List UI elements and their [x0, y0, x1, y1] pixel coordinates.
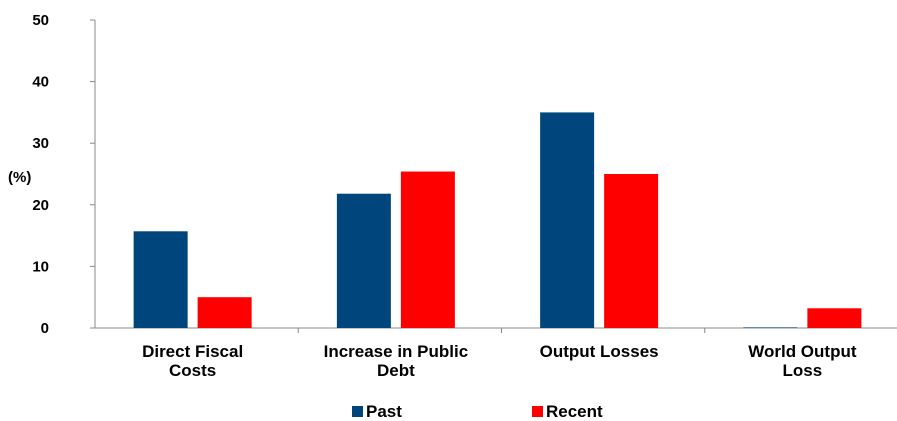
y-tick-label: 0: [41, 320, 49, 337]
bar-past-2: [540, 112, 595, 329]
y-tick-label: 30: [32, 135, 49, 152]
bars: [133, 112, 862, 329]
y-tick-label: 20: [32, 197, 49, 214]
category-label-line: Costs: [169, 361, 216, 380]
category-label: Increase in Public Debt: [324, 342, 469, 380]
bar-past-1: [336, 193, 391, 328]
category-label-line: Output Losses: [540, 342, 659, 361]
category-label: World Output Loss: [748, 342, 857, 380]
y-axis-ticks: 0 10 20 30 40 50: [32, 12, 95, 337]
bar-recent-0: [197, 297, 252, 328]
legend-label-past: Past: [366, 402, 402, 421]
category-labels: Direct Fiscal Costs Increase in Public Debt…: [142, 342, 857, 380]
y-tick-label: 50: [32, 12, 49, 29]
bar-past-3: [743, 327, 798, 328]
legend-swatch-recent: [532, 406, 543, 417]
legend-swatch-past: [352, 406, 363, 417]
bar-recent-1: [400, 171, 455, 328]
y-axis-label: (%): [8, 169, 31, 186]
bar-recent-3: [807, 308, 862, 328]
category-label: Output Losses: [540, 342, 659, 361]
category-label-line: Loss: [783, 361, 823, 380]
y-tick-label: 40: [32, 74, 49, 91]
category-label-line: Direct Fiscal: [142, 342, 243, 361]
category-label-line: Debt: [377, 361, 415, 380]
legend-label-recent: Recent: [546, 402, 603, 421]
bar-past-0: [133, 231, 188, 328]
legend: Past Recent: [352, 402, 603, 421]
y-tick-label: 10: [32, 258, 49, 275]
x-axis-tick-marks: [297, 328, 706, 333]
category-label: Direct Fiscal Costs: [142, 342, 243, 380]
category-label-line: World Output: [748, 342, 857, 361]
category-label-line: Increase in Public: [324, 342, 469, 361]
bar-recent-2: [604, 174, 659, 328]
